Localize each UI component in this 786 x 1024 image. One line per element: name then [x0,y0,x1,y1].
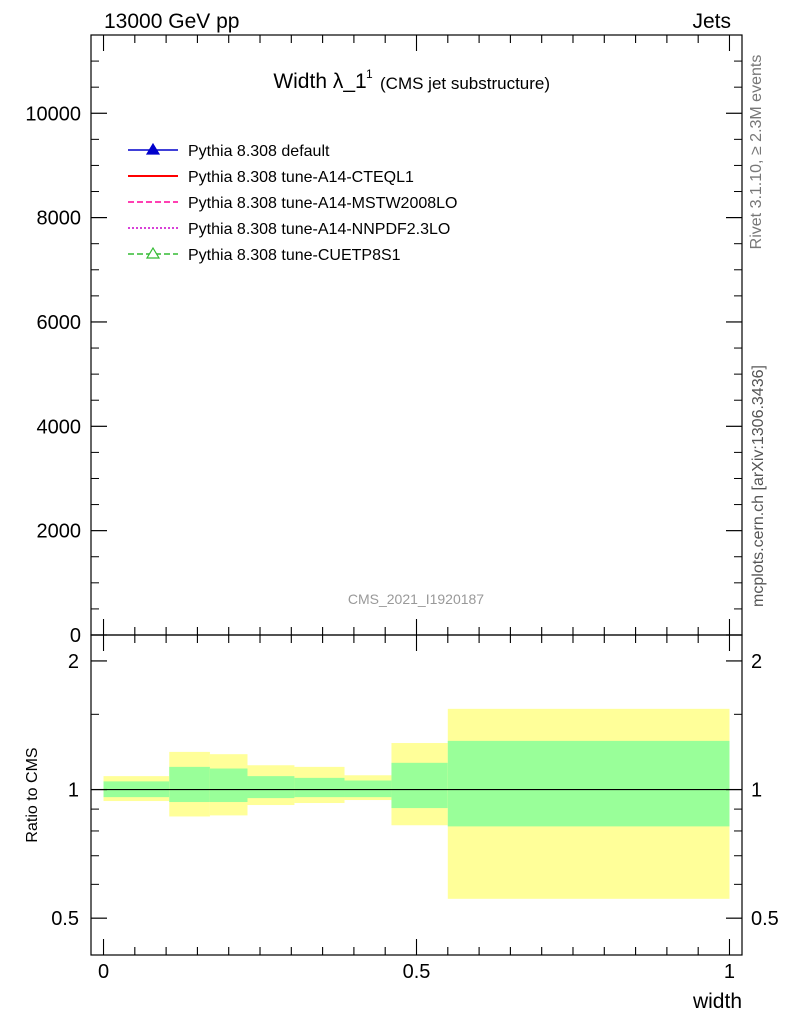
ratio-inner-band [447,740,730,827]
main-x-ticks [102,35,731,635]
x-tick-label: 0.5 [403,961,431,983]
legend: Pythia 8.308 default Pythia 8.308 tune-A1… [128,142,457,264]
ratio-x-ticks: 0 0.5 1 [98,635,735,983]
ratio-y-axis-label: Ratio to CMS [24,747,41,842]
main-plot-frame [90,34,743,636]
ratio-y-tick-label-right: 0.5 [751,908,779,930]
main-y-ticks: 0 2000 4000 6000 8000 10000 [25,34,742,647]
rivet-version-label: Rivet 3.1.10, ≥ 2.3M events [748,55,765,250]
x-tick-label: 0 [98,961,109,983]
collision-energy-label: 13000 GeV pp [104,10,239,33]
main-y-tick-label: 8000 [37,208,82,230]
x-axis-label: width [692,990,742,1013]
legend-entry-label: Pythia 8.308 tune-A14-MSTW2008LO [188,195,457,212]
legend-marker [145,246,161,259]
main-y-tick-label: 6000 [37,312,82,334]
legend-entry-label: Pythia 8.308 tune-CUETP8S1 [188,247,401,264]
plot-title-superscript: 1 [366,67,373,81]
analysis-watermark: CMS_2021_I1920187 [348,591,484,607]
ratio-inner-band [247,776,295,799]
ratio-y-tick-label-right: 1 [751,780,762,802]
main-y-tick-label: 2000 [37,521,82,543]
ratio-y-ticks: 0.5 0.5 1 1 2 2 [51,651,779,930]
legend-marker [145,142,161,155]
legend-entry-label: Pythia 8.308 tune-A14-NNPDF2.3LO [188,221,450,238]
ratio-y-tick-label: 2 [68,651,79,673]
ratio-inner-band [294,777,345,798]
x-tick-label: 1 [724,961,735,983]
process-label: Jets [692,10,731,33]
main-y-tick-label: 10000 [25,103,81,125]
legend-entry-label: Pythia 8.308 tune-A14-CTEQL1 [188,169,414,186]
ratio-inner-band [209,768,248,803]
ratio-inner-band [391,762,448,809]
legend-entry-label: Pythia 8.308 default [188,143,330,160]
ratio-plot: 0.5 0.51 12 2 0 0.5 1 Ratio to CMS width [24,634,779,1013]
ratio-inner-band [344,780,392,798]
main-plot: 0 2000 4000 6000 8000 10000 Width λ_1 1 (CMS … [25,34,743,647]
mcplots-credit-label: mcplots.cern.ch [arXiv:1306.3436] [750,365,767,607]
ratio-bands [103,708,730,899]
plot-title-subtitle: (CMS jet substructure) [380,74,550,93]
plot-title: Width λ_1 [273,70,366,93]
ratio-y-tick-label: 1 [68,780,79,802]
main-y-tick-label: 4000 [37,416,82,438]
main-y-tick-label: 0 [70,625,81,647]
ratio-inner-band [169,766,210,803]
ratio-y-tick-label: 0.5 [51,908,79,930]
ratio-y-tick-label-right: 2 [751,651,762,673]
